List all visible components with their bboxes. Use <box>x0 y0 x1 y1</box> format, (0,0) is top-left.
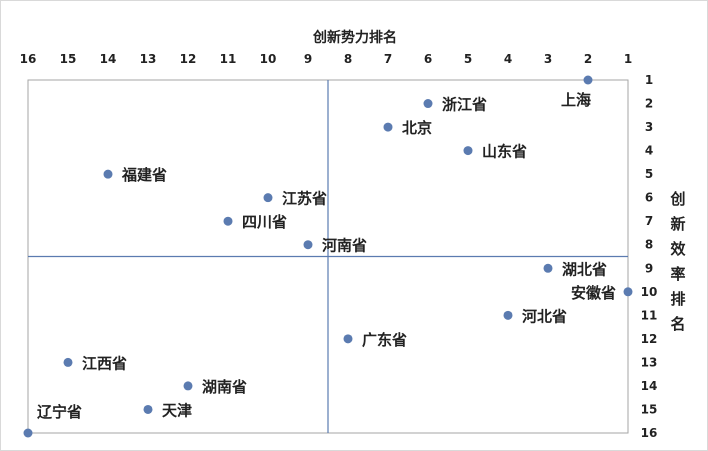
y-tick-label: 3 <box>645 120 653 134</box>
data-point <box>463 146 473 156</box>
y-axis-title-char: 效 <box>670 240 686 258</box>
x-tick-label: 4 <box>504 52 512 66</box>
y-tick-label: 10 <box>641 285 658 299</box>
y-tick-label: 16 <box>641 426 658 440</box>
data-label: 上海 <box>561 91 591 109</box>
data-label: 天津 <box>162 401 192 419</box>
x-tick-label: 10 <box>260 52 277 66</box>
data-label: 辽宁省 <box>37 403 82 421</box>
data-label: 河北省 <box>522 307 567 325</box>
data-point <box>623 287 633 297</box>
y-axis-title-char: 新 <box>670 215 686 233</box>
y-axis-title-char: 名 <box>670 315 686 333</box>
data-point <box>103 169 113 179</box>
x-tick-label: 2 <box>584 52 592 66</box>
y-tick-label: 13 <box>641 355 658 369</box>
data-point <box>143 404 153 414</box>
data-label: 河南省 <box>322 237 367 255</box>
x-tick-label: 12 <box>180 52 197 66</box>
y-axis-title-char: 排 <box>670 290 686 308</box>
x-tick-label: 1 <box>624 52 632 66</box>
y-axis-title-char: 率 <box>670 265 686 283</box>
y-axis-title-char: 创 <box>670 190 686 208</box>
y-tick-label: 9 <box>645 261 653 275</box>
y-tick-label: 4 <box>645 144 653 158</box>
x-tick-label: 6 <box>424 52 432 66</box>
y-axis-title: 创新效率排名 <box>669 187 687 337</box>
data-label: 四川省 <box>242 213 287 231</box>
x-tick-label: 15 <box>60 52 77 66</box>
data-point <box>63 357 73 367</box>
data-label: 安徽省 <box>571 284 616 302</box>
data-point <box>343 334 353 344</box>
data-point <box>303 240 313 250</box>
x-tick-label: 16 <box>20 52 37 66</box>
y-tick-label: 6 <box>645 191 653 205</box>
x-tick-label: 5 <box>464 52 472 66</box>
data-point <box>423 99 433 109</box>
data-label: 湖南省 <box>202 378 247 396</box>
x-tick-label: 13 <box>140 52 157 66</box>
data-point <box>183 381 193 391</box>
data-label: 广东省 <box>362 331 407 349</box>
y-tick-label: 7 <box>645 214 653 228</box>
y-tick-label: 14 <box>641 379 658 393</box>
y-tick-label: 11 <box>641 308 658 322</box>
data-label: 浙江省 <box>442 96 487 114</box>
data-label: 湖北省 <box>562 260 607 278</box>
x-tick-label: 14 <box>100 52 117 66</box>
data-label: 江苏省 <box>282 190 327 208</box>
y-tick-label: 12 <box>641 332 658 346</box>
data-point <box>263 193 273 203</box>
data-label: 山东省 <box>482 143 527 161</box>
y-tick-label: 1 <box>645 73 653 87</box>
x-tick-label: 3 <box>544 52 552 66</box>
data-point <box>583 75 593 85</box>
data-label: 福建省 <box>121 166 167 184</box>
data-label: 江西省 <box>82 354 127 372</box>
x-tick-label: 8 <box>344 52 352 66</box>
data-label: 北京 <box>402 119 432 137</box>
data-point <box>543 263 553 273</box>
y-tick-label: 5 <box>645 167 653 181</box>
data-point <box>23 428 33 438</box>
y-tick-label: 15 <box>641 402 658 416</box>
y-tick-label: 8 <box>645 238 653 252</box>
x-tick-label: 9 <box>304 52 312 66</box>
x-tick-label: 11 <box>220 52 237 66</box>
y-tick-label: 2 <box>645 97 653 111</box>
x-tick-label: 7 <box>384 52 392 66</box>
x-axis-title: 创新势力排名 <box>313 30 397 46</box>
data-point <box>503 310 513 320</box>
data-point <box>223 216 233 226</box>
data-point <box>383 122 393 132</box>
